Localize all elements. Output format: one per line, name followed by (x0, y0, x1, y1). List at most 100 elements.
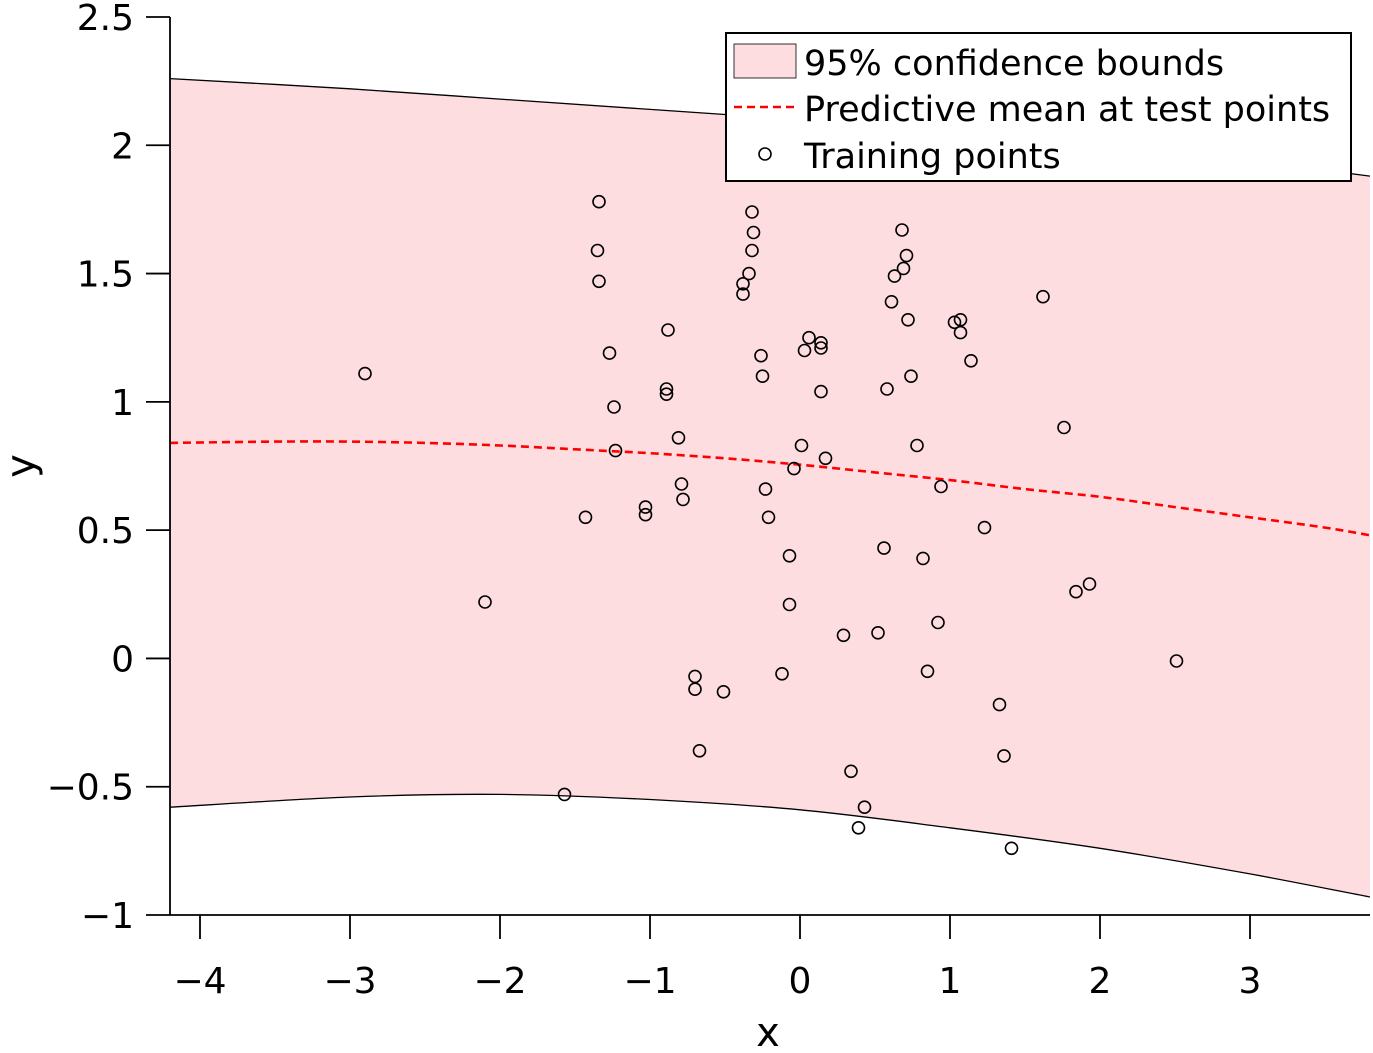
training-point (745, 205, 759, 219)
confidence-lower-bound (170, 793, 1370, 898)
training-point (1057, 420, 1071, 435)
training-point (761, 510, 776, 525)
training-point (578, 510, 593, 525)
training-point (814, 384, 828, 399)
x-tick-label: 2 (1089, 961, 1112, 1002)
x-axis-title: x (756, 1010, 780, 1053)
training-point (782, 597, 797, 612)
training-point (638, 507, 653, 522)
training-point (607, 400, 621, 414)
training-point (592, 274, 606, 289)
training-point (754, 348, 768, 363)
training-point (478, 595, 492, 609)
training-points (358, 194, 1184, 856)
legend-label-confidence: 95% confidence bounds (804, 44, 1224, 84)
training-point (953, 325, 968, 340)
training-point (736, 287, 750, 301)
training-point (775, 666, 789, 681)
training-point (977, 520, 992, 535)
training-point (659, 382, 674, 396)
training-point (857, 800, 872, 815)
training-point (997, 749, 1011, 763)
y-axis-ticks: −1 −0.5 0 0.5 1 1.5 2 2.5 (47, 0, 170, 937)
x-tick-label: −1 (623, 961, 676, 1002)
training-point (745, 243, 759, 258)
training-point (674, 477, 689, 491)
training-point (836, 628, 851, 643)
training-point (1069, 584, 1083, 599)
training-point (851, 820, 866, 835)
legend-label-training: Training points (803, 137, 1061, 177)
training-point (590, 243, 605, 258)
training-point (358, 366, 372, 381)
training-point (844, 764, 858, 779)
x-tick-label: 1 (939, 961, 962, 1002)
x-tick-label: −3 (323, 961, 376, 1002)
training-point (896, 261, 911, 276)
training-point (920, 664, 935, 679)
training-point (884, 294, 899, 309)
training-point (746, 225, 761, 240)
training-point (1082, 577, 1097, 591)
x-tick-label: 0 (789, 961, 812, 1002)
x-tick-label: 3 (1239, 961, 1262, 1002)
training-point (910, 438, 924, 453)
training-point (818, 451, 833, 466)
training-point (602, 346, 617, 360)
training-point (887, 269, 902, 283)
training-point (661, 323, 675, 337)
training-point (814, 335, 828, 350)
training-point (787, 461, 801, 476)
plot-area (170, 77, 1370, 898)
training-point (934, 479, 948, 494)
confidence-band (170, 78, 1370, 898)
training-point (557, 787, 572, 802)
y-tick-label: 1.5 (77, 255, 134, 296)
training-point (895, 223, 909, 237)
training-point (688, 682, 702, 697)
x-tick-label: −4 (173, 961, 226, 1002)
training-point (671, 430, 686, 445)
y-tick-label: 1 (111, 383, 134, 424)
training-point (1036, 289, 1050, 304)
legend-swatch-training (758, 147, 772, 161)
training-point (758, 482, 773, 496)
y-tick-label: 2 (111, 126, 134, 167)
y-tick-label: 0.5 (77, 511, 134, 552)
legend-label-mean: Predictive mean at test points (804, 90, 1330, 130)
training-point (964, 353, 978, 368)
x-tick-label: −2 (473, 961, 526, 1002)
training-point (992, 697, 1007, 712)
legend: 95% confidence bounds Predictive mean at… (725, 32, 1352, 182)
legend-box (725, 32, 1352, 182)
training-point (736, 276, 750, 291)
training-point (953, 312, 968, 327)
training-point (931, 615, 945, 630)
training-point (782, 548, 797, 563)
training-point (592, 194, 606, 209)
training-point (802, 330, 816, 345)
training-point (814, 341, 828, 355)
training-point (797, 343, 812, 358)
training-point (904, 369, 918, 384)
x-axis-ticks: −4 −3 −2 −1 0 1 2 3 (173, 915, 1261, 1002)
training-point (716, 684, 731, 699)
training-point (742, 266, 756, 281)
training-point (880, 382, 894, 396)
y-tick-label: 2.5 (77, 0, 134, 39)
training-point (871, 625, 885, 640)
training-point (1169, 654, 1184, 668)
training-point (947, 315, 962, 330)
training-point (608, 443, 623, 458)
training-point (1004, 841, 1019, 856)
training-point (899, 248, 914, 263)
y-tick-label: −1 (81, 896, 134, 937)
training-point (916, 551, 930, 566)
legend-swatch-confidence (733, 43, 797, 79)
training-point (638, 500, 653, 514)
training-point (676, 492, 690, 507)
training-point (659, 387, 674, 402)
predictive-mean-line (170, 440, 1370, 537)
